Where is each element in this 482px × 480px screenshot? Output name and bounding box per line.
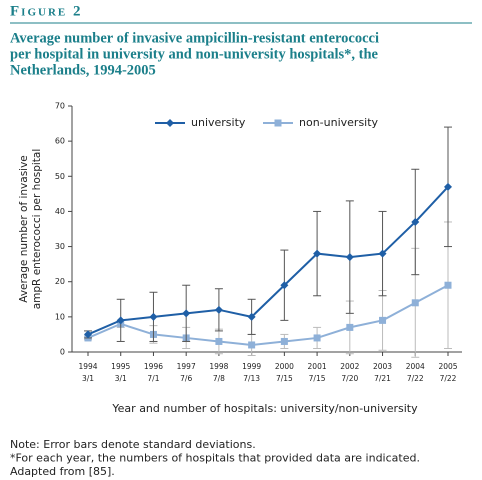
point bbox=[182, 309, 191, 318]
figure-label: Figure 2 bbox=[10, 3, 82, 19]
x-axis-label: Year and number of hospitals: university… bbox=[111, 402, 418, 415]
point bbox=[379, 316, 387, 324]
y-tick-label: 30 bbox=[55, 242, 65, 251]
x-tick-sublabel: 7/1 bbox=[147, 374, 159, 383]
point bbox=[280, 281, 289, 290]
point bbox=[411, 299, 419, 307]
x-tick-sublabel: 7/8 bbox=[213, 374, 225, 383]
y-tick-label: 0 bbox=[60, 348, 65, 357]
point bbox=[378, 249, 387, 258]
point bbox=[444, 281, 452, 289]
x-tick-label: 2004 bbox=[406, 362, 425, 371]
point bbox=[214, 305, 223, 314]
x-tick-label: 2001 bbox=[308, 362, 327, 371]
note: Note: Error bars denote standard deviati… bbox=[10, 438, 256, 451]
x-tick-sublabel: 7/13 bbox=[243, 374, 260, 383]
y-tick-label: 70 bbox=[55, 102, 65, 111]
point bbox=[411, 217, 420, 226]
point bbox=[247, 312, 256, 321]
y-tick-label: 50 bbox=[55, 172, 65, 181]
point bbox=[444, 182, 452, 191]
x-tick-label: 1995 bbox=[111, 362, 130, 371]
x-tick-label: 1999 bbox=[242, 362, 261, 371]
point bbox=[149, 312, 158, 321]
y-tick-label: 10 bbox=[55, 312, 65, 321]
x-tick-label: 1994 bbox=[78, 362, 97, 371]
x-tick-sublabel: 7/22 bbox=[440, 374, 457, 383]
note: Adapted from [85]. bbox=[10, 465, 115, 478]
point bbox=[280, 337, 288, 345]
x-tick-sublabel: 3/1 bbox=[82, 374, 94, 383]
x-tick-label: 2000 bbox=[275, 362, 294, 371]
x-tick-sublabel: 7/6 bbox=[180, 374, 192, 383]
y-axis-label: ampR enterococci per hospital bbox=[31, 149, 43, 310]
note: *For each year, the numbers of hospitals… bbox=[10, 452, 420, 465]
series-line bbox=[87, 284, 449, 346]
x-tick-sublabel: 7/22 bbox=[407, 374, 424, 383]
legend-marker bbox=[274, 119, 282, 127]
x-tick-label: 2003 bbox=[373, 362, 392, 371]
legend-label: non-university bbox=[299, 116, 379, 129]
legend-label: university bbox=[191, 116, 246, 129]
point bbox=[345, 253, 354, 262]
x-tick-label: 2002 bbox=[340, 362, 359, 371]
y-tick-label: 20 bbox=[55, 277, 65, 286]
point bbox=[215, 337, 223, 345]
x-tick-sublabel: 7/15 bbox=[309, 374, 326, 383]
x-tick-sublabel: 7/20 bbox=[341, 374, 358, 383]
chart-title: per hospital in university and non-unive… bbox=[10, 46, 379, 62]
y-axis-label: Average number of invasive bbox=[18, 155, 30, 303]
legend-marker bbox=[166, 119, 174, 127]
point bbox=[248, 341, 256, 349]
point bbox=[346, 323, 354, 331]
point bbox=[313, 249, 322, 258]
point bbox=[116, 316, 125, 325]
chart-title: Average number of invasive ampicillin-re… bbox=[10, 30, 379, 46]
point bbox=[313, 334, 321, 342]
x-tick-label: 2005 bbox=[438, 362, 457, 371]
point bbox=[84, 330, 92, 339]
x-tick-label: 1998 bbox=[209, 362, 228, 371]
y-tick-label: 40 bbox=[55, 207, 65, 216]
x-tick-sublabel: 7/15 bbox=[276, 374, 293, 383]
x-tick-label: 1996 bbox=[144, 362, 163, 371]
x-tick-label: 1997 bbox=[177, 362, 196, 371]
x-tick-sublabel: 3/1 bbox=[115, 374, 127, 383]
x-tick-sublabel: 7/21 bbox=[374, 374, 391, 383]
y-tick-label: 60 bbox=[55, 137, 65, 146]
series-line bbox=[87, 186, 449, 336]
chart-title: Netherlands, 1994-2005 bbox=[10, 62, 156, 78]
